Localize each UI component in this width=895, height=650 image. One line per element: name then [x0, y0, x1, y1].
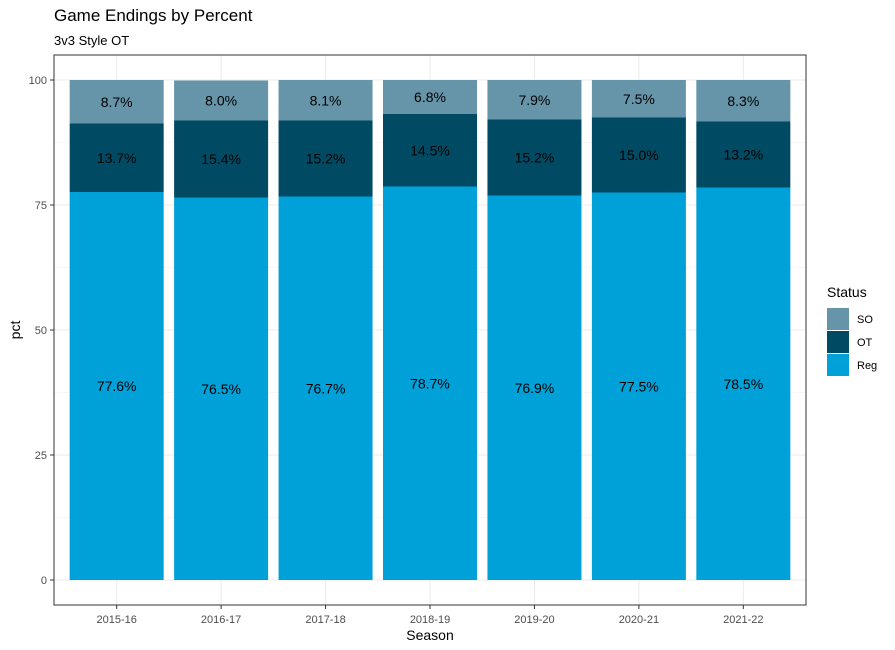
bar-so-2021-22 — [696, 80, 791, 122]
bar-label-ot-2021-22: 13.2% — [723, 147, 763, 163]
bar-label-so-2015-16: 8.7% — [101, 94, 133, 110]
bar-label-reg-2015-16: 77.6% — [97, 378, 137, 394]
x-tick-label: 2017-18 — [305, 614, 345, 626]
bar-reg-2015-16 — [69, 192, 164, 580]
bar-label-ot-2019-20: 15.2% — [515, 150, 555, 166]
chart-title: Game Endings by Percent — [54, 6, 253, 25]
legend-label-ot: OT — [857, 337, 873, 349]
bar-label-ot-2018-19: 14.5% — [410, 142, 450, 158]
bar-so-2020-21 — [591, 80, 686, 118]
y-tick-label: 50 — [35, 325, 47, 337]
bar-ot-2021-22 — [696, 121, 791, 188]
bar-ot-2017-18 — [278, 120, 373, 197]
bar-reg-2020-21 — [591, 192, 686, 580]
bar-label-reg-2017-18: 76.7% — [306, 380, 346, 396]
x-axis-title: Season — [406, 627, 453, 643]
bar-label-ot-2020-21: 15.0% — [619, 147, 659, 163]
bar-label-ot-2016-17: 15.4% — [201, 151, 241, 167]
bar-label-so-2018-19: 6.8% — [414, 89, 446, 105]
y-tick-label: 0 — [41, 575, 47, 587]
legend-title: Status — [827, 284, 867, 300]
bar-so-2017-18 — [278, 80, 373, 121]
bar-reg-2018-19 — [383, 186, 477, 580]
bar-reg-2016-17 — [174, 197, 269, 580]
y-tick-label: 25 — [35, 450, 47, 462]
legend-key-reg — [827, 354, 849, 376]
chart-subtitle: 3v3 Style OT — [54, 33, 130, 48]
x-tick-label: 2015-16 — [96, 614, 136, 626]
bar-label-so-2021-22: 8.3% — [727, 93, 759, 109]
bar-ot-2018-19 — [383, 114, 477, 187]
x-tick-label: 2021-22 — [723, 614, 763, 626]
bar-ot-2020-21 — [591, 117, 686, 193]
x-tick-label: 2019-20 — [514, 614, 554, 626]
bar-label-reg-2020-21: 77.5% — [619, 378, 659, 394]
bar-ot-2019-20 — [487, 119, 582, 196]
bar-so-2015-16 — [69, 80, 164, 124]
x-tick-label: 2016-17 — [201, 614, 241, 626]
bar-label-reg-2016-17: 76.5% — [201, 381, 241, 397]
x-axis: 2015-16 2016-17 2017-18 2018-19 2019-20 2020-… — [96, 605, 764, 626]
bar-label-so-2017-18: 8.1% — [310, 92, 342, 108]
y-axis: 0 25 50 75 100 — [29, 75, 54, 587]
bar-label-reg-2021-22: 78.5% — [723, 376, 763, 392]
legend-key-so — [827, 308, 849, 330]
bar-so-2018-19 — [383, 80, 477, 114]
bar-label-reg-2019-20: 76.9% — [515, 380, 555, 396]
bar-label-so-2019-20: 7.9% — [518, 92, 550, 108]
legend-label-so: SO — [857, 314, 873, 326]
bar-so-2019-20 — [487, 80, 582, 120]
bar-so-2016-17 — [174, 80, 269, 121]
y-tick-label: 75 — [35, 200, 47, 212]
bar-label-so-2016-17: 8.0% — [205, 93, 237, 109]
bar-reg-2017-18 — [278, 196, 373, 580]
y-axis-title: pct — [7, 321, 23, 340]
bar-labels: 77.6% 13.7% 8.7% 76.5% 15.4% 8.0% 76.7% 15.2% 8.… — [97, 89, 763, 397]
bar-ot-2015-16 — [69, 123, 164, 192]
bar-label-ot-2017-18: 15.2% — [306, 151, 346, 167]
legend: Status SO OT Reg — [827, 284, 877, 376]
bar-reg-2021-22 — [696, 187, 791, 580]
bar-ot-2016-17 — [174, 120, 269, 198]
legend-key-ot — [827, 331, 849, 353]
bar-label-ot-2015-16: 13.7% — [97, 150, 137, 166]
bars — [69, 80, 791, 580]
bar-reg-2019-20 — [487, 195, 582, 580]
x-tick-label: 2018-19 — [410, 614, 450, 626]
x-tick-label: 2020-21 — [619, 614, 659, 626]
legend-label-reg: Reg — [857, 360, 877, 372]
bar-label-reg-2018-19: 78.7% — [410, 375, 450, 391]
bar-label-so-2020-21: 7.5% — [623, 91, 655, 107]
y-tick-label: 100 — [29, 75, 47, 87]
